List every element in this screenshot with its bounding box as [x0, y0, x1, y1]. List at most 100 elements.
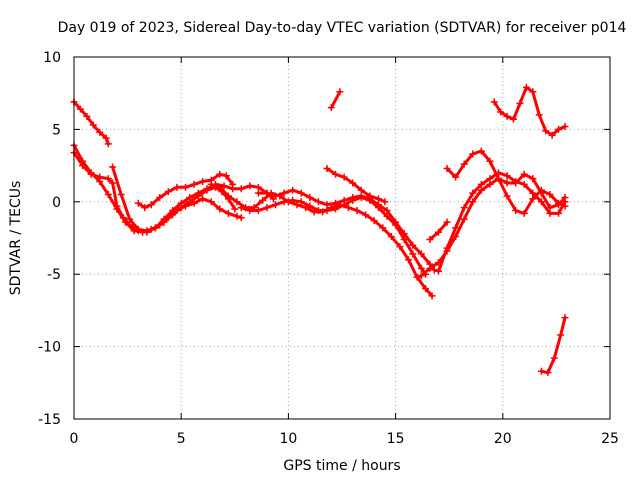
data-point: [497, 108, 505, 116]
data-point: [512, 206, 520, 214]
data-point: [561, 202, 569, 210]
x-tick-label: 0: [70, 431, 79, 447]
data-point: [233, 212, 241, 220]
data-point: [522, 83, 530, 91]
data-point: [477, 147, 485, 155]
data-point: [537, 198, 545, 206]
data-point: [119, 214, 127, 222]
y-tick-label: -10: [38, 340, 61, 356]
data-point: [520, 180, 528, 188]
data-point: [417, 264, 425, 272]
data-point: [537, 367, 545, 375]
data-point: [413, 273, 421, 281]
data-point: [546, 209, 554, 217]
data-point: [199, 195, 207, 203]
data-point: [289, 196, 297, 204]
data-point: [366, 192, 374, 200]
x-tick-label: 15: [387, 431, 405, 447]
data-point: [87, 170, 95, 178]
data-point: [490, 98, 498, 106]
data-point: [452, 224, 460, 232]
data-point: [370, 217, 378, 225]
data-point: [374, 195, 382, 203]
data-point: [246, 182, 254, 190]
data-point: [503, 192, 511, 200]
data-point: [561, 314, 569, 322]
data-point: [237, 185, 245, 193]
data-point: [229, 180, 237, 188]
data-point: [486, 157, 494, 165]
data-point: [102, 134, 110, 142]
axis-ticks: [73, 56, 611, 420]
data-point: [422, 285, 430, 293]
data-point: [357, 186, 365, 194]
data-point: [349, 179, 357, 187]
data-point: [381, 198, 389, 206]
data-point: [344, 204, 352, 212]
data-point: [323, 164, 331, 172]
data-point: [379, 224, 387, 232]
data-point: [323, 201, 331, 209]
y-tick-label: -15: [38, 412, 61, 428]
data-point: [428, 292, 436, 300]
data-point: [177, 204, 185, 212]
data-point: [512, 178, 520, 186]
plot-frame: [73, 56, 611, 420]
data-point: [96, 173, 104, 181]
data-point: [246, 206, 254, 214]
data-point: [340, 196, 348, 204]
data-point: [181, 183, 189, 191]
grid: [74, 57, 610, 419]
data-point: [254, 189, 262, 197]
data-point: [237, 214, 245, 222]
data-point: [194, 192, 202, 200]
y-tick-label: 10: [43, 50, 61, 66]
data-point: [404, 256, 412, 264]
x-tick-labels: 0 5 10 15 20 25: [70, 431, 619, 447]
data-point: [173, 183, 181, 191]
data-point: [263, 204, 271, 212]
data-point: [443, 218, 451, 226]
data-point: [417, 250, 425, 258]
data-point: [387, 233, 395, 241]
data-point: [383, 206, 391, 214]
data-point: [362, 211, 370, 219]
data-point: [254, 206, 262, 214]
data-point: [452, 173, 460, 181]
series-track-d: [111, 165, 237, 233]
data-point: [520, 209, 528, 217]
data-point: [216, 170, 224, 178]
data-point: [297, 198, 305, 206]
data-point: [430, 266, 438, 274]
data-point: [104, 140, 112, 148]
data-point: [109, 163, 117, 171]
data-point: [164, 188, 172, 196]
data-point: [529, 175, 537, 183]
data-point: [396, 243, 404, 251]
data-point: [224, 209, 232, 217]
data-point: [417, 272, 425, 280]
data-point: [332, 170, 340, 178]
data-point: [314, 206, 322, 214]
data-point: [231, 205, 239, 213]
data-point: [327, 104, 335, 112]
data-point: [109, 179, 117, 187]
data-point: [147, 201, 155, 209]
x-tick-label: 25: [601, 431, 619, 447]
chart-title: Day 019 of 2023, Sidereal Day-to-day VTE…: [58, 20, 627, 36]
data-point: [79, 162, 87, 170]
data-point: [143, 227, 151, 235]
data-point: [203, 186, 211, 194]
data-point: [443, 164, 451, 172]
data-point: [76, 105, 84, 113]
data-point: [503, 112, 511, 120]
data-point: [340, 173, 348, 181]
data-point: [542, 127, 550, 135]
data-point: [83, 112, 91, 120]
data-point: [151, 224, 159, 232]
series-track-l: [437, 171, 567, 273]
data-point: [353, 206, 361, 214]
data-point: [104, 175, 112, 183]
data-point: [113, 202, 121, 210]
